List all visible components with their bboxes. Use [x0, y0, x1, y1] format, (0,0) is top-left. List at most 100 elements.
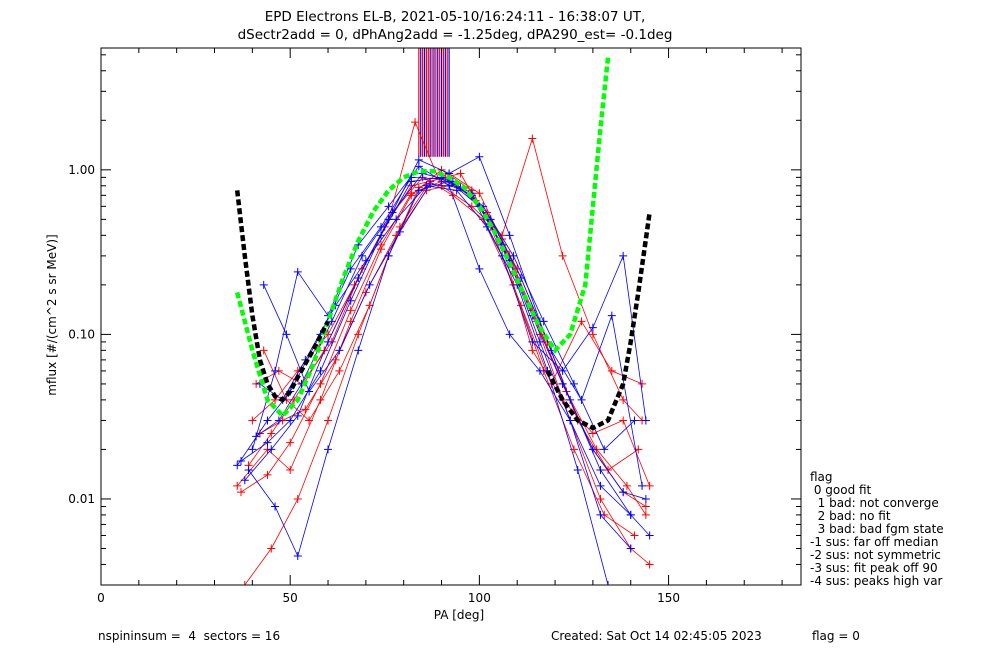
- footer-flag: flag = 0: [812, 629, 860, 643]
- data-point: [414, 162, 423, 171]
- legend-entry: -1 sus: far off median: [810, 535, 938, 549]
- data-point: [528, 134, 537, 143]
- fit-curves-layer: [234, 57, 652, 431]
- data-point: [535, 366, 544, 375]
- data-point: [528, 337, 537, 346]
- series-line: [255, 173, 635, 451]
- data-point: [263, 416, 272, 425]
- data-point: [267, 429, 276, 438]
- data-point: [607, 366, 616, 375]
- data-point: [596, 494, 605, 503]
- data-point: [630, 416, 639, 425]
- data-point: [619, 395, 628, 404]
- data-point: [324, 416, 333, 425]
- data-point: [414, 186, 423, 195]
- data-point: [641, 510, 650, 519]
- data-point: [293, 552, 302, 561]
- data-point: [377, 245, 385, 254]
- pa-bars-layer: [418, 48, 450, 157]
- x-tick-label: 100: [468, 591, 491, 605]
- data-point: [588, 429, 597, 438]
- data-point: [324, 337, 333, 346]
- legend: flag 0 good fit 1 bad: not converge 2 ba…: [810, 470, 944, 588]
- data-point: [513, 264, 522, 273]
- data-point: [316, 366, 325, 375]
- data-point: [509, 251, 518, 260]
- y-tick-label: 0.10: [68, 327, 95, 341]
- series-line: [240, 180, 647, 507]
- data-point: [505, 231, 514, 240]
- x-tick-label: 0: [97, 591, 105, 605]
- data-point: [263, 438, 272, 447]
- data-point: [327, 317, 336, 326]
- data-point: [395, 227, 404, 236]
- data-point: [517, 301, 525, 310]
- data-point: [596, 465, 605, 474]
- x-tick-label: 50: [283, 591, 298, 605]
- data-point: [274, 416, 283, 425]
- legend-title: flag: [810, 470, 833, 484]
- legend-entry: 2 bad: no fit: [810, 509, 891, 523]
- data-point: [528, 346, 537, 355]
- data-point: [645, 560, 654, 569]
- data-point: [607, 311, 616, 320]
- data-point: [588, 323, 597, 332]
- data-point: [240, 476, 249, 485]
- data-point: [604, 581, 613, 585]
- data-point: [263, 470, 272, 479]
- data-point: [293, 267, 302, 276]
- data-point: [259, 346, 268, 355]
- footer-created: Created: Sat Oct 14 02:45:05 2023: [551, 629, 762, 643]
- data-point: [626, 544, 635, 553]
- data-point: [638, 379, 647, 388]
- data-point: [619, 251, 628, 260]
- data-point: [475, 264, 484, 273]
- data-point: [539, 317, 548, 326]
- data-point: [384, 202, 393, 211]
- data-point: [630, 531, 639, 540]
- x-axis-label: PA [deg]: [434, 608, 484, 622]
- data-point: [392, 215, 401, 224]
- black-fit-curve: [234, 190, 330, 403]
- data-point: [569, 379, 578, 388]
- data-point: [577, 395, 586, 404]
- data-point: [354, 346, 363, 355]
- data-point: [346, 296, 355, 305]
- data-point: [293, 494, 302, 503]
- x-tick-label: 150: [657, 591, 680, 605]
- footer-spin-info: nspininsum = 4 sectors = 16: [98, 629, 280, 643]
- data-point: [566, 416, 575, 425]
- chart-title: EPD Electrons EL-B, 2021-05-10/16:24:11 …: [265, 9, 646, 25]
- legend-entry: -4 sus: peaks high var: [810, 574, 943, 588]
- data-point: [558, 251, 567, 260]
- data-point: [645, 481, 654, 490]
- black-fit-curve: [545, 212, 652, 431]
- axes-layer: 0 50 100 150 0.01 0.10 1.00: [68, 48, 801, 605]
- legend-entry: -3 sus: fit peak off 90: [810, 561, 938, 575]
- data-point: [286, 438, 295, 447]
- series-line: [252, 165, 631, 516]
- data-point: [573, 465, 582, 474]
- series-line: [263, 183, 643, 486]
- data-point: [324, 445, 333, 454]
- data-point: [346, 264, 355, 273]
- data-point: [361, 256, 370, 265]
- data-point: [286, 416, 295, 425]
- data-point: [252, 432, 261, 441]
- data-point: [475, 189, 484, 198]
- data-point: [293, 411, 302, 420]
- plot-frame: [100, 47, 802, 586]
- series-line: [255, 176, 635, 536]
- series-line: [259, 183, 639, 471]
- data-point: [335, 366, 344, 375]
- data-point: [240, 581, 249, 585]
- data-point: [346, 306, 355, 315]
- data-point: [365, 280, 374, 289]
- data-point: [505, 330, 514, 339]
- data-point: [259, 280, 268, 289]
- data-point: [622, 481, 631, 490]
- data-point: [282, 330, 291, 339]
- data-point: [634, 610, 642, 618]
- legend-entry: 3 bad: bad fgm state: [810, 522, 944, 536]
- data-point: [305, 416, 314, 425]
